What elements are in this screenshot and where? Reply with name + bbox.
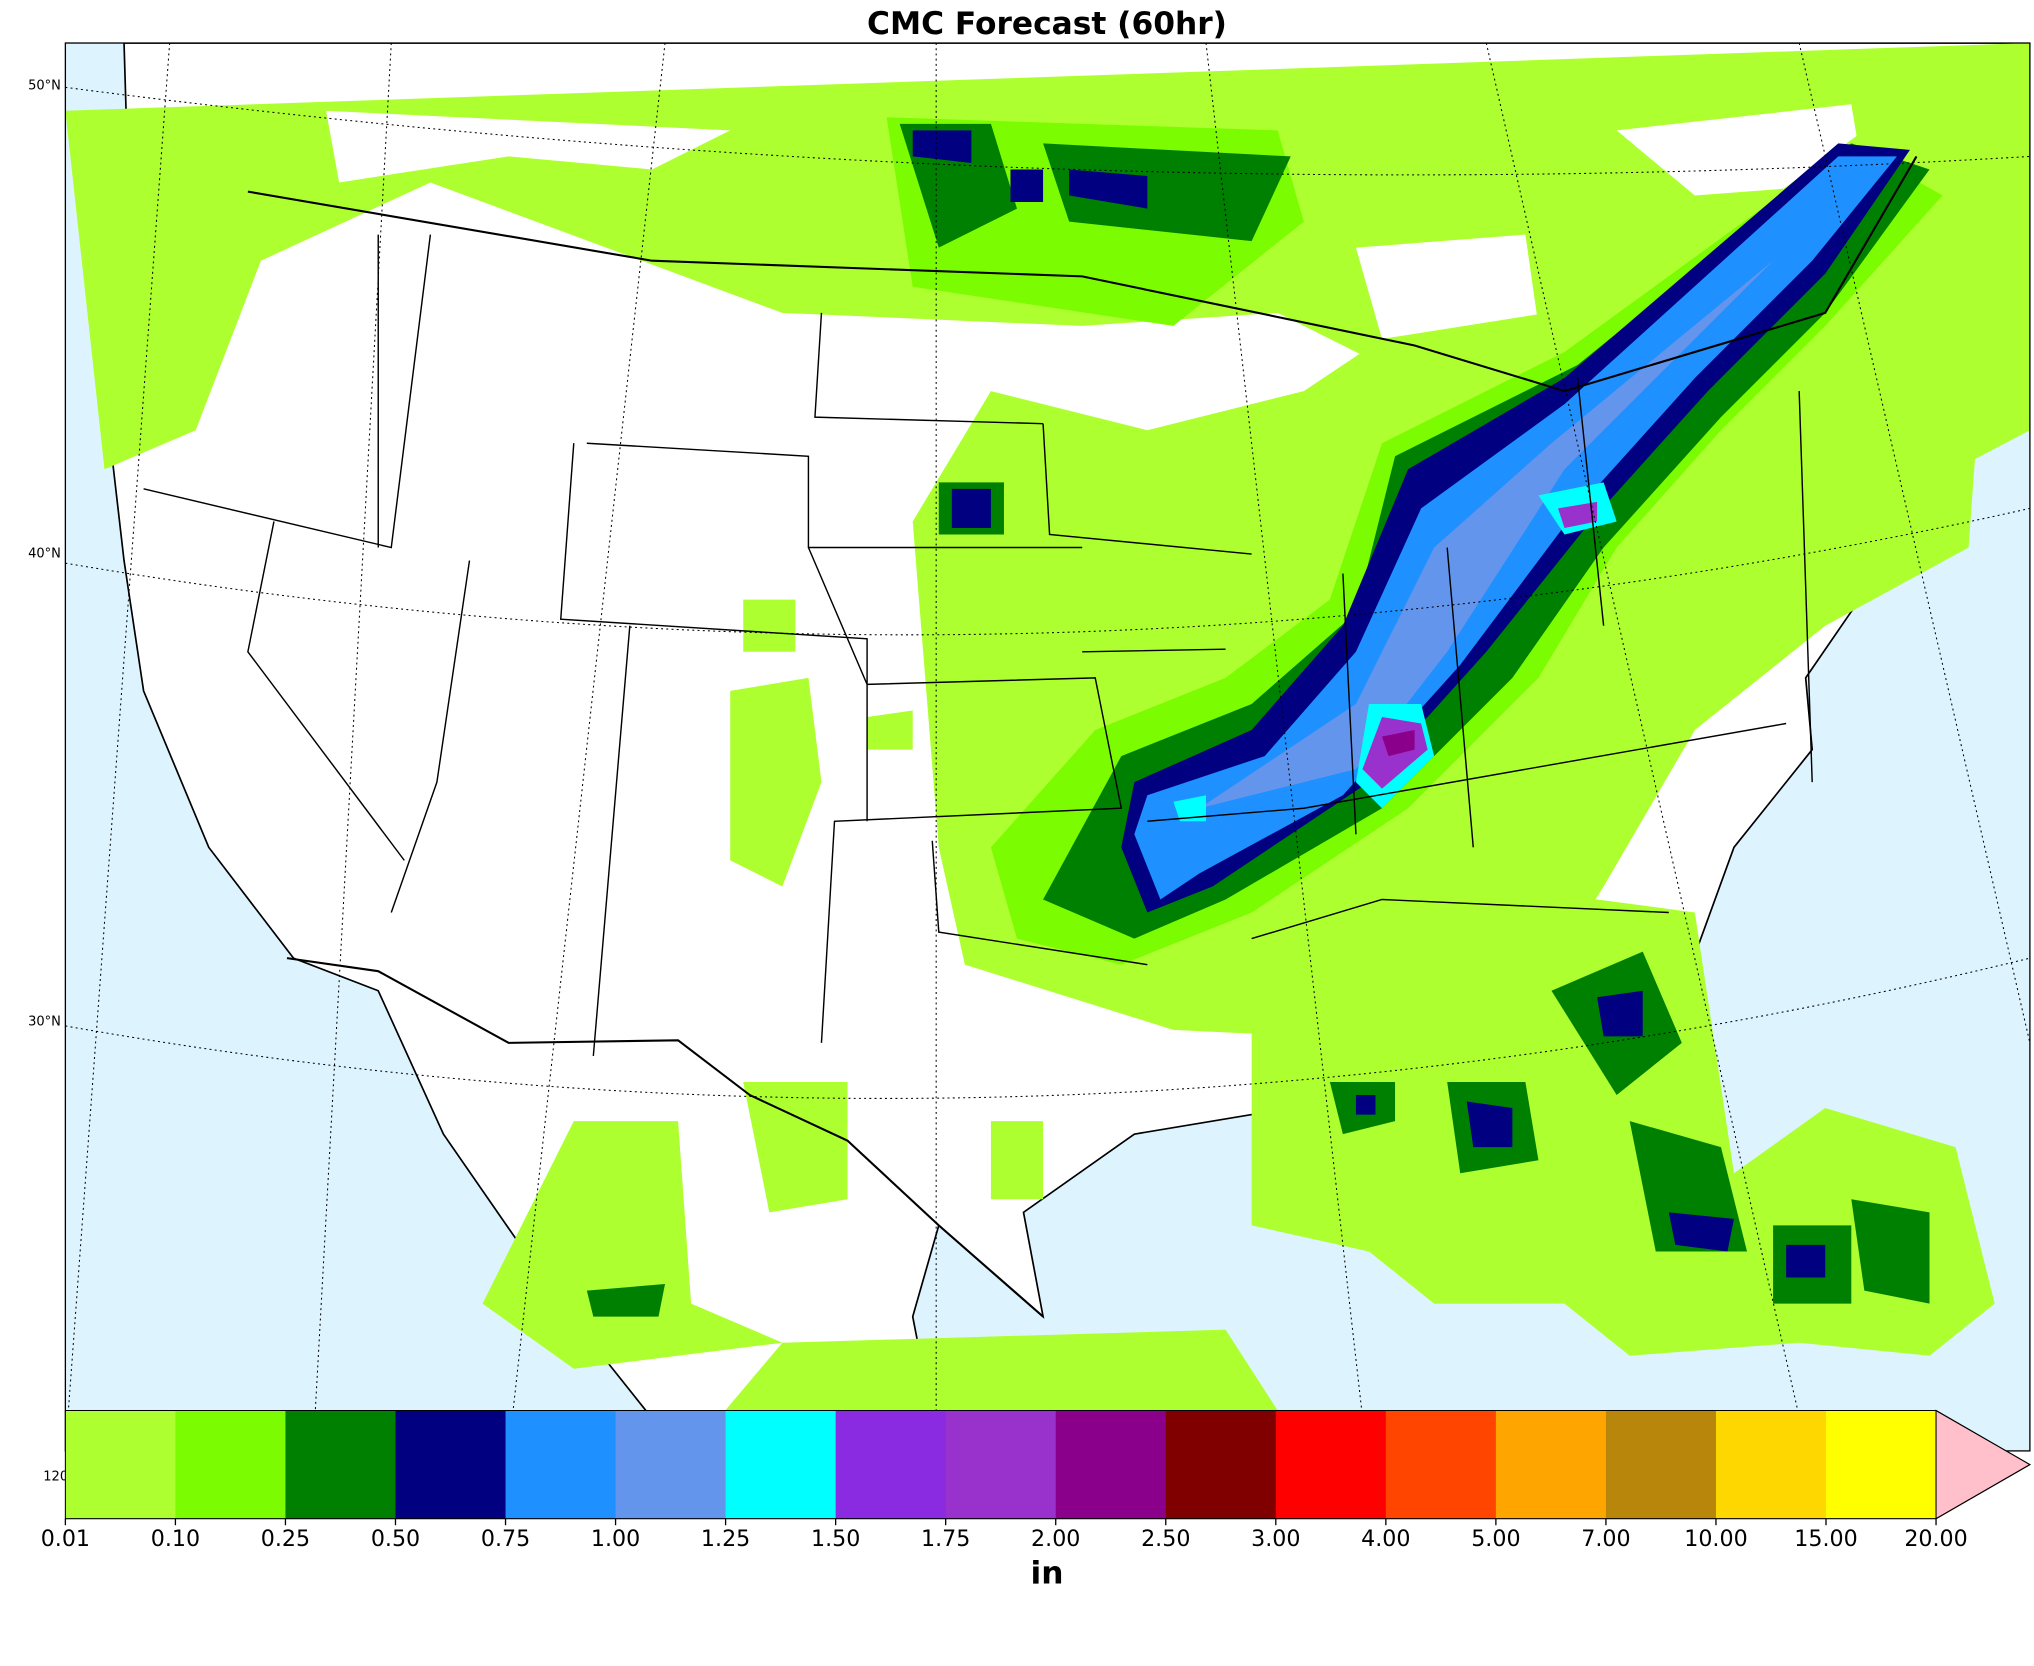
colorbar-tick-label: 0.50	[371, 1526, 420, 1552]
colorbar-segment	[725, 1410, 837, 1519]
lat-label: 50°N	[28, 79, 61, 94]
colorbar-tick-label: 15.00	[1794, 1526, 1857, 1552]
us-mexico-border	[286, 957, 1044, 1318]
colorbar-segment	[835, 1410, 947, 1519]
colorbar-segment	[65, 1410, 177, 1519]
colorbar-tick-label: 20.00	[1904, 1526, 1967, 1552]
colorbar-segment	[615, 1410, 727, 1519]
colorbar-tick-label: 1.00	[591, 1526, 640, 1552]
colorbar-tick-label: 3.00	[1251, 1526, 1300, 1552]
colorbar-tick-label: 2.50	[1141, 1526, 1190, 1552]
colorbar-label: in	[1030, 1556, 1063, 1592]
us-canada-border	[247, 155, 1918, 393]
colorbar-segment	[1715, 1410, 1827, 1519]
colorbar-tick-label: 0.75	[481, 1526, 530, 1552]
colorbar-segment	[1275, 1410, 1387, 1519]
colorbar-tick-label: 0.01	[41, 1526, 90, 1552]
colorbar-tick-label: 1.75	[921, 1526, 970, 1552]
colorbar-segment	[505, 1410, 617, 1519]
colorbar-tick-label: 1.50	[811, 1526, 860, 1552]
map	[65, 43, 2030, 1451]
colorbar-tick-label: 10.00	[1684, 1526, 1747, 1552]
colorbar-segment	[1055, 1410, 1167, 1519]
colorbar-tick-label: 5.00	[1471, 1526, 1520, 1552]
colorbar-segment	[1605, 1410, 1717, 1519]
lat-label: 40°N	[28, 547, 61, 562]
colorbar-segment	[395, 1410, 507, 1519]
colorbar-segment	[175, 1410, 287, 1519]
state-borders	[143, 234, 1813, 1056]
lat-label: 30°N	[28, 1015, 61, 1030]
graticule	[65, 43, 2030, 1451]
colorbar-tick-label: 4.00	[1361, 1526, 1410, 1552]
colorbar-segment	[945, 1410, 1057, 1519]
colorbar-tick-label: 1.25	[701, 1526, 750, 1552]
colorbar-tick-label: 7.00	[1581, 1526, 1630, 1552]
colorbar-segment	[1825, 1410, 1937, 1519]
colorbar-segment	[1165, 1410, 1277, 1519]
colorbar-outline	[64, 1409, 2031, 1520]
colorbar-tick-label: 0.25	[261, 1526, 310, 1552]
colorbar-segment	[285, 1410, 397, 1519]
title: CMC Forecast (60hr)	[867, 6, 1227, 42]
colorbar-tick-label: 2.00	[1031, 1526, 1080, 1552]
colorbar-tick-label: 0.10	[151, 1526, 200, 1552]
precipitation	[65, 43, 2030, 1451]
colorbar-segment	[1385, 1410, 1497, 1519]
colorbar: 0.01 0.10 0.25 0.50 0.75 1.00 1.25 1.50 1.75 2.00…	[41, 1409, 2031, 1592]
colorbar-segment	[1495, 1410, 1607, 1519]
